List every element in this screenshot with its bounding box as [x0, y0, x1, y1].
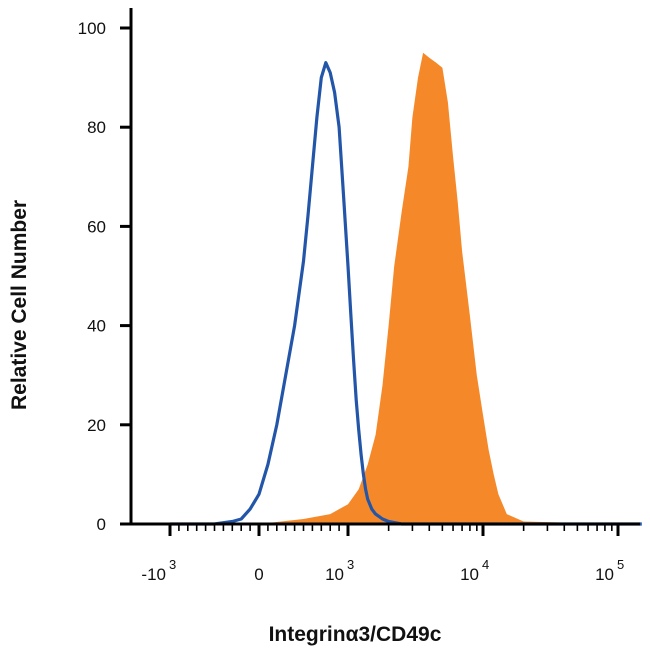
axes — [129, 8, 640, 526]
y-axis-title: Relative Cell Number — [8, 200, 31, 410]
x-tick-base: 10 — [460, 565, 479, 584]
x-tick-base: 0 — [254, 565, 263, 584]
y-tick-label: 0 — [97, 515, 106, 534]
series-0-outline-histogram — [170, 61, 642, 526]
x-tick-exponent: 3 — [347, 557, 354, 572]
y-tick-label: 100 — [78, 19, 106, 38]
x-tick-exponent: 3 — [169, 557, 176, 572]
x-tick-base: 10 — [595, 565, 614, 584]
y-tick-label: 60 — [87, 217, 106, 236]
plot-area — [129, 52, 642, 526]
y-tick-label: 40 — [87, 317, 106, 336]
y-tick-label: 20 — [87, 416, 106, 435]
y-tick-label: 80 — [87, 118, 106, 137]
x-tick-label: 104 — [460, 557, 489, 584]
x-tick-label: 105 — [595, 557, 624, 584]
x-axis-title: Integrinα3/CD49c — [269, 623, 442, 646]
y-ticks: 0 20 40 60 80 100 — [78, 19, 131, 534]
x-tick-exponent: 4 — [482, 557, 489, 572]
x-tick-base: 10 — [325, 565, 344, 584]
x-tick-exponent: 5 — [617, 557, 624, 572]
x-tick-base: -10 — [141, 565, 166, 584]
x-tick-label: 103 — [325, 557, 354, 584]
x-tick-label: 0 — [254, 565, 263, 584]
x-tick-label: -103 — [141, 557, 176, 584]
series-1-filled-histogram — [129, 52, 642, 525]
